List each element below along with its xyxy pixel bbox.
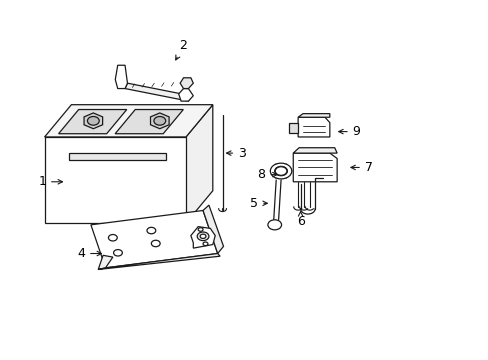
Text: 4: 4	[77, 247, 102, 260]
Polygon shape	[293, 148, 336, 153]
Polygon shape	[150, 113, 169, 129]
Polygon shape	[298, 117, 329, 137]
Circle shape	[198, 228, 203, 231]
Polygon shape	[178, 89, 193, 101]
Text: 7: 7	[350, 161, 372, 174]
Circle shape	[200, 234, 205, 238]
Polygon shape	[190, 226, 215, 248]
Circle shape	[147, 227, 156, 234]
Circle shape	[275, 167, 286, 175]
Polygon shape	[270, 164, 291, 178]
Polygon shape	[115, 65, 127, 89]
Circle shape	[267, 220, 281, 230]
Polygon shape	[185, 105, 212, 223]
Text: 5: 5	[250, 197, 267, 210]
Polygon shape	[293, 153, 336, 182]
Polygon shape	[44, 137, 185, 223]
Polygon shape	[98, 255, 113, 270]
Polygon shape	[44, 105, 212, 137]
Polygon shape	[98, 253, 220, 270]
Circle shape	[197, 232, 208, 240]
Polygon shape	[125, 83, 190, 101]
Circle shape	[270, 163, 291, 179]
Text: 9: 9	[338, 125, 360, 138]
Polygon shape	[84, 113, 102, 129]
Text: 2: 2	[175, 39, 187, 60]
Polygon shape	[180, 78, 193, 89]
Circle shape	[154, 117, 165, 125]
Circle shape	[151, 240, 160, 247]
Text: 8: 8	[257, 168, 277, 181]
Polygon shape	[91, 211, 217, 268]
Text: 3: 3	[226, 147, 245, 159]
Text: 1: 1	[38, 175, 62, 188]
Circle shape	[203, 242, 207, 246]
Text: 6: 6	[296, 212, 304, 228]
Polygon shape	[69, 153, 166, 160]
Circle shape	[87, 117, 99, 125]
Polygon shape	[298, 114, 329, 117]
Circle shape	[108, 234, 117, 241]
Polygon shape	[59, 109, 126, 134]
Polygon shape	[289, 123, 298, 134]
Polygon shape	[115, 109, 183, 134]
Circle shape	[113, 249, 122, 256]
Circle shape	[274, 166, 287, 176]
Polygon shape	[203, 205, 223, 253]
